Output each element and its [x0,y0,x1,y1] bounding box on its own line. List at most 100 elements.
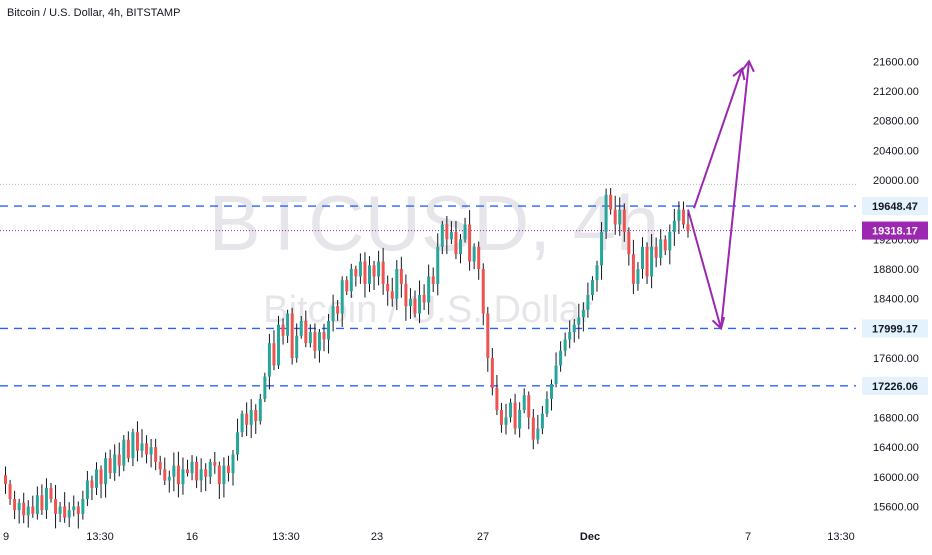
candle [349,263,353,298]
price-tick-label: 20400.00 [873,145,919,157]
candle [226,455,230,482]
candle [186,459,189,477]
candle [308,324,312,348]
candle [176,451,180,498]
candle-body [349,269,353,292]
projection-path-up [693,68,743,209]
candle [677,201,681,235]
candle [650,233,654,289]
price-tick-label: 16400.00 [873,442,919,454]
candle [17,498,21,524]
candle-body [122,439,126,466]
candle [408,288,412,319]
candle [631,239,635,295]
price-level-badge-label: 19648.47 [872,201,918,213]
candle-body [641,246,644,270]
candle [76,501,80,529]
candle [331,294,335,332]
candle [663,235,667,256]
price-tick-label: 17600.00 [873,353,919,365]
price-badges: 19648.47 17999.17 17226.06 19318.17 [862,197,928,395]
candle [381,247,385,295]
price-axis[interactable]: 15600.0016000.0016400.0016800.0017200.00… [873,56,919,513]
price-levels [0,205,856,387]
candle [181,457,185,495]
candle-body [190,461,194,474]
candle [290,307,294,365]
candle [336,299,340,321]
candle [586,282,590,318]
projection-path-down-up [687,61,750,329]
candle-body [236,432,240,455]
price-level-badge-label: 17999.17 [872,323,918,335]
candle [67,502,71,528]
price-level-badge: 17999.17 [862,319,928,338]
candle-body [499,409,503,425]
time-tick-label: 27 [477,531,489,543]
candle [431,267,435,293]
candle-body [531,417,535,440]
candle-body [254,409,258,422]
candle [126,431,130,463]
candle-body [154,447,158,462]
candle-body [167,476,171,481]
candle [340,276,344,327]
candle-body [195,461,199,481]
candle [31,495,35,518]
candle-body [404,283,408,307]
candle-body [545,398,549,414]
candle [190,455,194,481]
candle [240,410,244,438]
candle-body [240,413,244,433]
candle [249,399,253,439]
candle [263,372,267,403]
current-price-badge-label: 19318.17 [872,226,918,238]
candle [622,203,626,242]
candle-body [613,209,617,225]
candle-body [163,469,167,481]
price-level-badge-label: 17226.06 [872,381,918,393]
candle [581,302,585,332]
current-price-badge: 19318.17 [862,221,928,240]
candle [372,260,376,291]
candle [499,402,503,433]
candle [204,463,208,492]
candle-body [31,506,35,514]
candle [459,233,462,264]
candle-body [17,502,21,511]
candle [304,310,308,348]
projection-arrows [687,59,755,331]
candle [122,435,126,472]
candle [172,452,176,492]
time-tick-label: Dec [580,531,600,543]
candle-body [199,469,203,481]
candle-body [4,475,7,485]
candle-body [226,465,230,474]
candle-body [90,480,94,488]
time-tick-label: 7 [745,531,751,543]
candle [681,201,685,229]
candle [217,461,221,499]
current-price-badge-bg [862,221,928,240]
candle-body [322,332,326,340]
candle [167,470,171,493]
candle [595,260,599,292]
candle-body [600,231,604,266]
price-tick-label: 20800.00 [873,116,919,128]
candle-body [399,269,403,284]
candle-body [126,439,130,459]
candle-body [131,432,135,459]
candle [609,188,613,215]
candle [108,449,112,479]
candle-body [85,480,89,500]
candle-body [422,294,426,303]
candle [386,275,390,306]
candle-body [295,335,299,359]
candle-body [67,510,71,518]
time-axis[interactable]: 9 13:30 16 13:30 23 27 Dec 7 13:30 [3,531,855,543]
price-tick-label: 16000.00 [873,472,919,484]
price-level-badge-bg [862,376,928,395]
candle-body [63,506,67,518]
